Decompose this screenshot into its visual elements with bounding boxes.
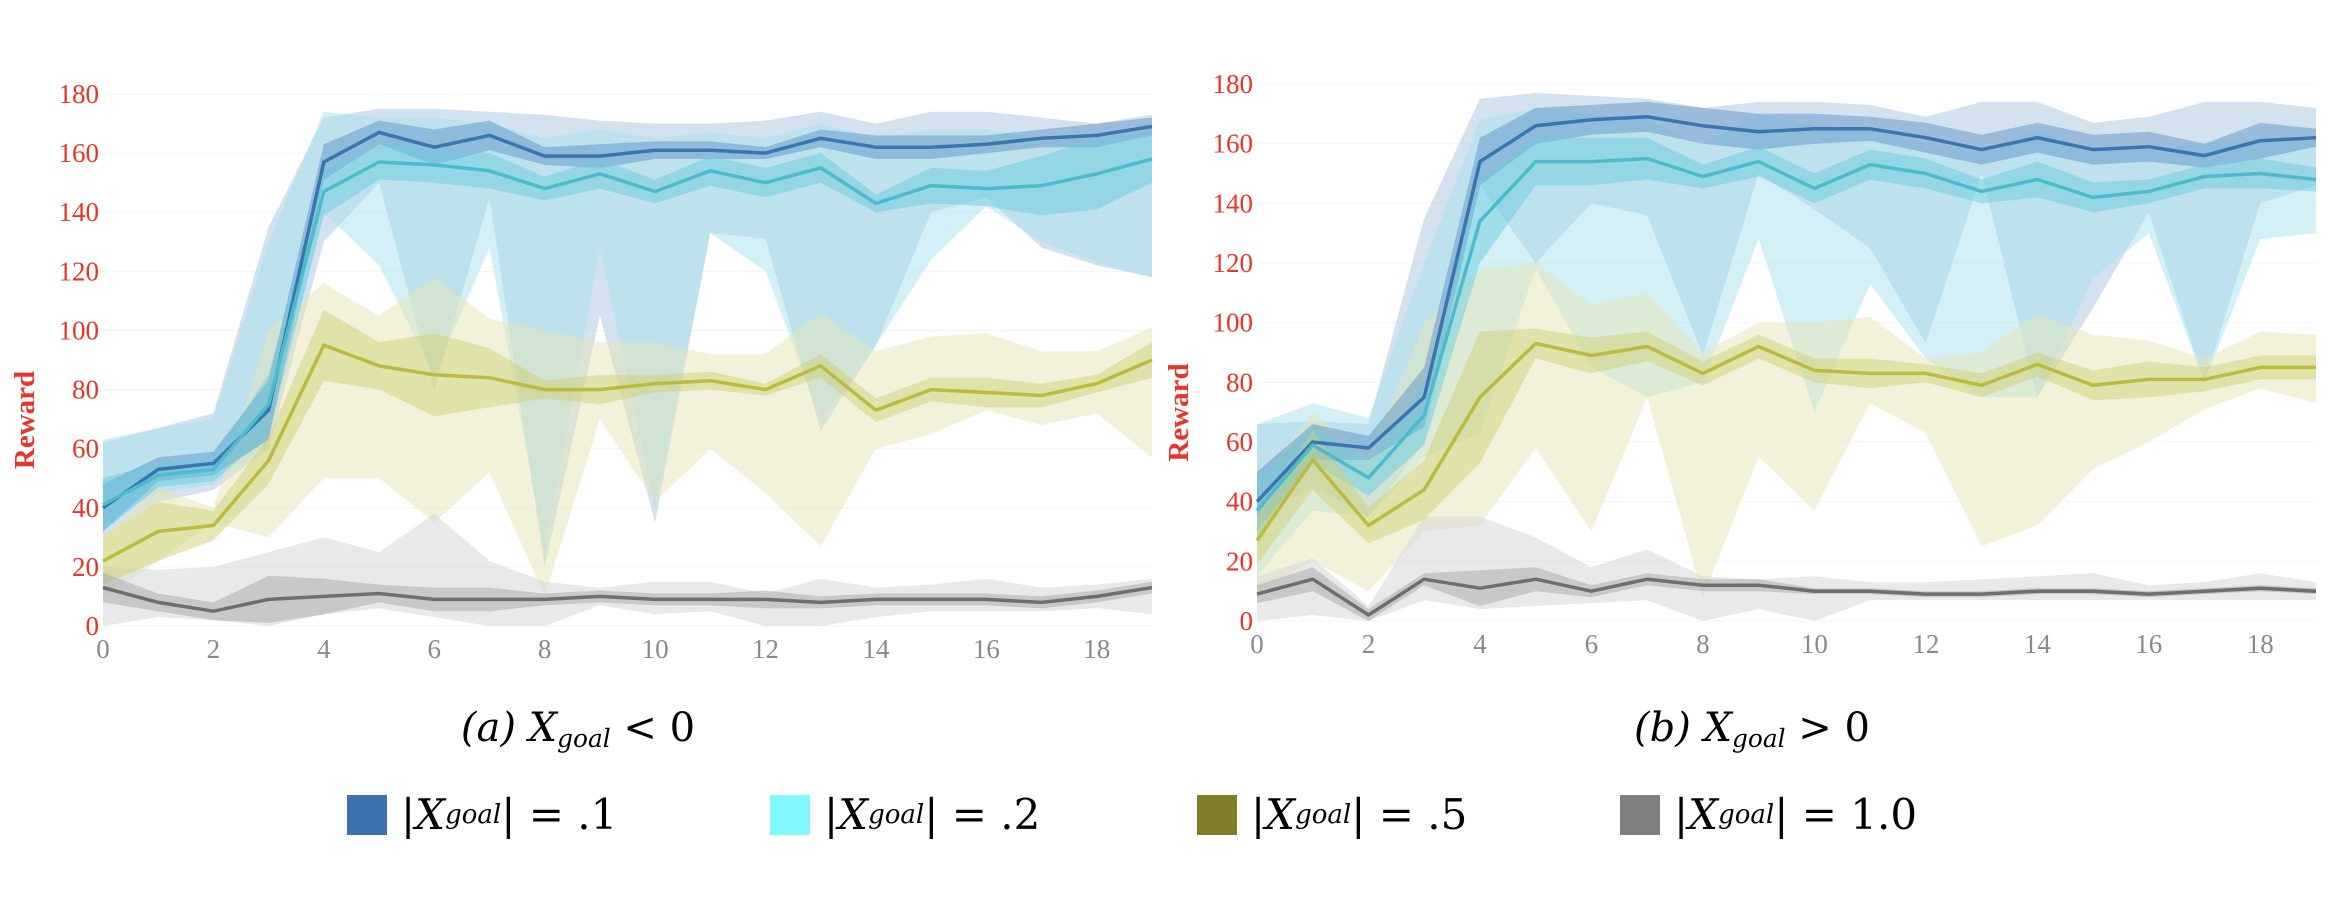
- x-tick-label: 0: [96, 634, 110, 664]
- x-tick-label: 18: [1083, 634, 1110, 664]
- y-tick-label: 100: [59, 315, 100, 345]
- y-tick-label: 180: [1213, 69, 1254, 99]
- x-tick-label: 4: [1473, 629, 1487, 659]
- x-tick-label: 18: [2247, 629, 2274, 659]
- y-tick-label: 160: [59, 138, 100, 168]
- range-band-g10: [1257, 516, 2316, 621]
- x-tick-label: 4: [317, 634, 331, 664]
- std-band-g02: [1257, 137, 2316, 541]
- plot-a: 0 20 40 60 80 100 120 140 160 180 0 2 4 6 8 10 12 14 16 18 R…: [9, 79, 1153, 664]
- y-tick-label: 140: [1213, 188, 1254, 218]
- x-tick-label: 6: [428, 634, 442, 664]
- std-band-g05: [1257, 328, 2316, 565]
- mean-line-g02: [102, 157, 1153, 507]
- y-tick-label: 100: [1213, 308, 1254, 338]
- x-tick-label: 6: [1585, 629, 1599, 659]
- legend-swatch: [347, 794, 387, 835]
- x-tick-label: 12: [752, 634, 779, 664]
- y-tick-label: 0: [86, 611, 100, 641]
- y-tick-label: 180: [59, 79, 100, 109]
- mean-line-g05: [102, 343, 1153, 563]
- x-tick-label: 12: [1912, 629, 1939, 659]
- legend-swatch: [770, 794, 810, 835]
- legend-swatch: [1620, 794, 1660, 835]
- x-tick-label: 8: [538, 634, 552, 664]
- mean-line-g05: [1255, 341, 2316, 542]
- y-tick-label: 60: [1226, 427, 1253, 457]
- x-tick-label: 16: [2135, 629, 2162, 659]
- range-band-g02: [1257, 107, 2316, 577]
- y-tick-label: 140: [59, 197, 100, 227]
- y-tick-label: 40: [72, 493, 99, 523]
- y-tick-label: 120: [59, 256, 100, 286]
- x-tick-label: 10: [642, 634, 669, 664]
- x-tick-label: 14: [2024, 629, 2052, 659]
- x-tick-label: 2: [207, 634, 221, 664]
- x-tick-label: 2: [1362, 629, 1376, 659]
- mean-line-g02: [1255, 156, 2317, 512]
- std-band-g01: [1257, 101, 2316, 532]
- mean-line-g01: [1255, 115, 2317, 503]
- caption-a: (a) Xgoal < 0: [460, 705, 696, 754]
- y-axis-label: Reward: [1163, 363, 1195, 461]
- y-tick-label: 20: [72, 552, 99, 582]
- y-tick-label: 120: [1213, 248, 1254, 278]
- y-tick-label: 0: [1240, 606, 1254, 636]
- y-tick-label: 80: [72, 375, 99, 405]
- x-tick-label: 10: [1801, 629, 1828, 659]
- std-band-g02: [103, 135, 1152, 532]
- mean-line-g10: [1256, 577, 2317, 617]
- x-tick-label: 16: [973, 634, 1000, 664]
- std-band-g05: [103, 309, 1152, 585]
- plot-b: 0 20 40 60 80 100 120 140 160 180 0 2 4 6 8 10 12 14 16 18 R…: [1163, 69, 2317, 659]
- x-tick-label: 8: [1696, 629, 1710, 659]
- y-tick-label: 40: [1226, 487, 1253, 517]
- x-tick-label: 0: [1250, 629, 1264, 659]
- caption-b: (b) Xgoal > 0: [1634, 705, 1870, 754]
- legend-swatch: [1197, 794, 1237, 835]
- y-tick-label: 60: [72, 434, 99, 464]
- range-band-g02: [103, 111, 1152, 553]
- y-tick-label: 20: [1226, 546, 1253, 576]
- x-tick-label: 14: [862, 634, 890, 664]
- y-axis-label: Reward: [9, 371, 41, 469]
- mean-line-g10: [102, 585, 1153, 613]
- y-tick-label: 80: [1226, 367, 1253, 397]
- y-tick-label: 160: [1213, 129, 1254, 159]
